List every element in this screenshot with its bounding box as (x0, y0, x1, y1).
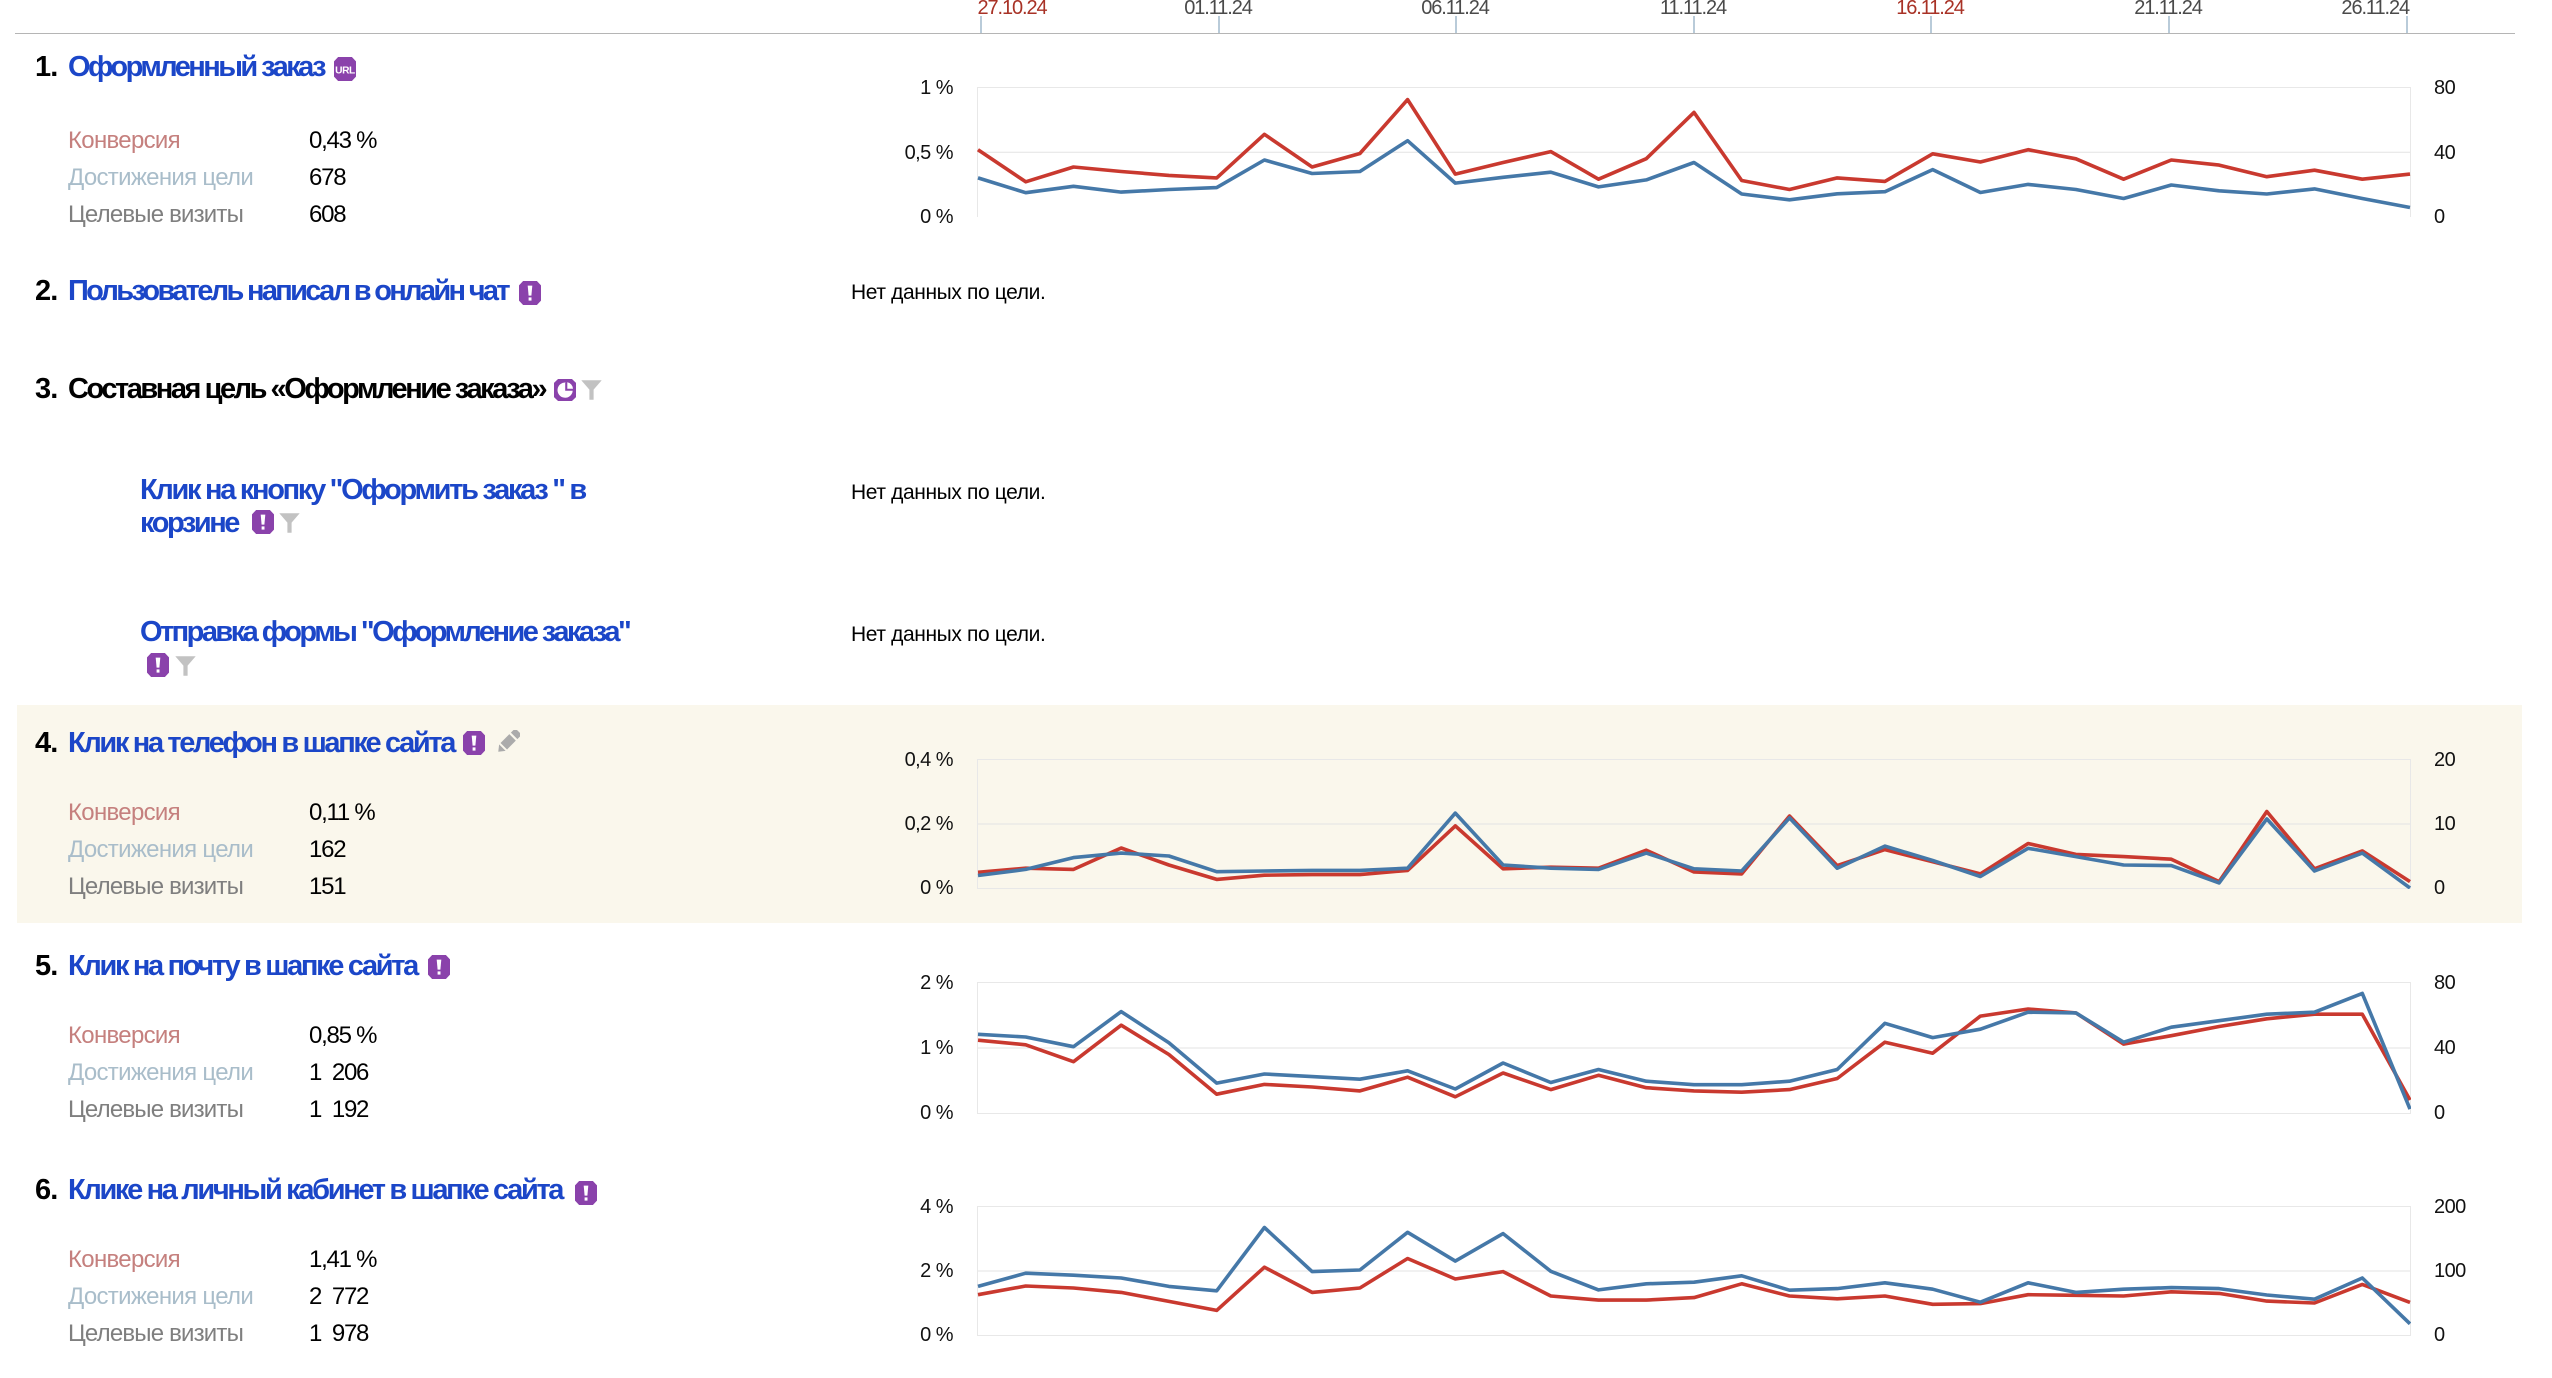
svg-text:URL: URL (335, 65, 355, 76)
